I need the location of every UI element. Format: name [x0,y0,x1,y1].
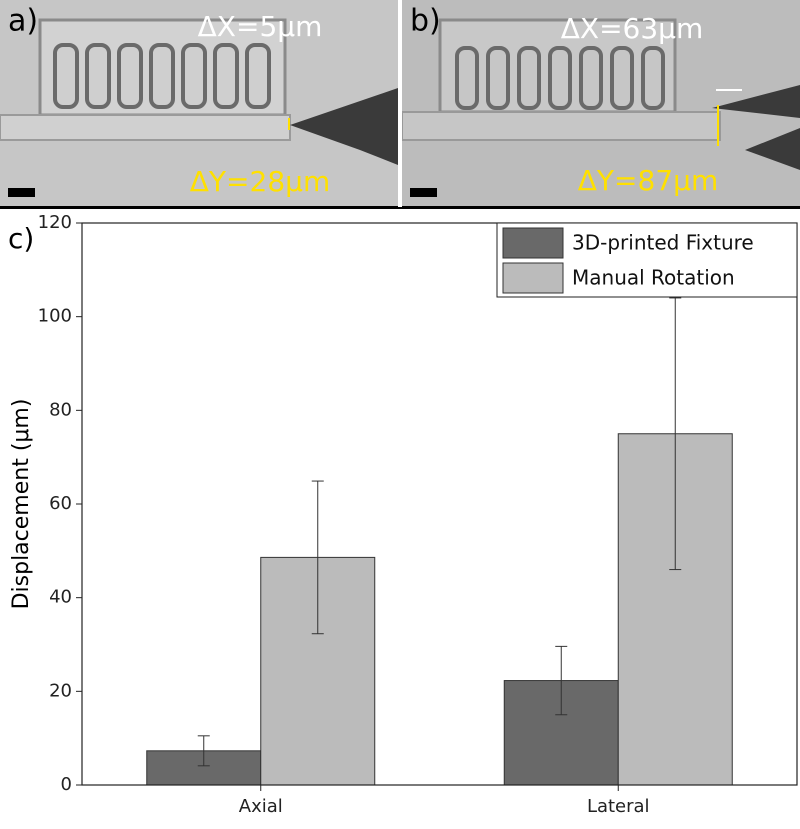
legend-label: Manual Rotation [572,266,735,290]
legend-swatch [502,262,564,294]
divider [0,206,800,209]
divider [398,0,402,207]
needle [712,85,800,118]
error-bar [197,735,210,767]
scale-bar [410,188,437,197]
needle [290,88,398,165]
error-bar [669,297,682,571]
panel-label: b) [410,4,441,39]
error-bar [555,645,568,716]
y-tick-label: 20 [49,680,72,701]
y-tick-label: 0 [61,774,72,795]
plot-frame [81,222,798,786]
legend-swatch [502,227,564,259]
y-tick-label: 80 [49,399,72,420]
panel-b: b) ΔX=63μm ΔY=87μm [401,0,800,207]
annotation: ΔX=5μm [198,10,323,43]
channel [401,111,721,141]
y-tick-label: 60 [49,493,72,514]
x-tick-label: Lateral [587,796,650,817]
annotation: ΔY=28μm [190,165,330,198]
panel-a: a) ΔX=5μm ΔY=28μm [0,0,398,207]
legend-label: 3D-printed Fixture [572,231,754,255]
annotation: ΔX=63μm [561,12,704,45]
x-tick-label: Axial [239,796,283,817]
panel-label: a) [8,4,38,39]
y-tick-label: 40 [49,587,72,608]
scale-bar [8,188,35,197]
channel [0,114,291,141]
needle [745,128,800,170]
y-tick-label: 120 [38,212,72,233]
error-bar [311,480,324,635]
annotation: ΔY=87μm [578,164,718,197]
y-axis-label: Displacement (μm) [9,399,34,610]
panel-label: c) [8,222,34,255]
y-tick-label: 100 [38,306,72,327]
slots [53,43,271,109]
slots [455,46,665,110]
